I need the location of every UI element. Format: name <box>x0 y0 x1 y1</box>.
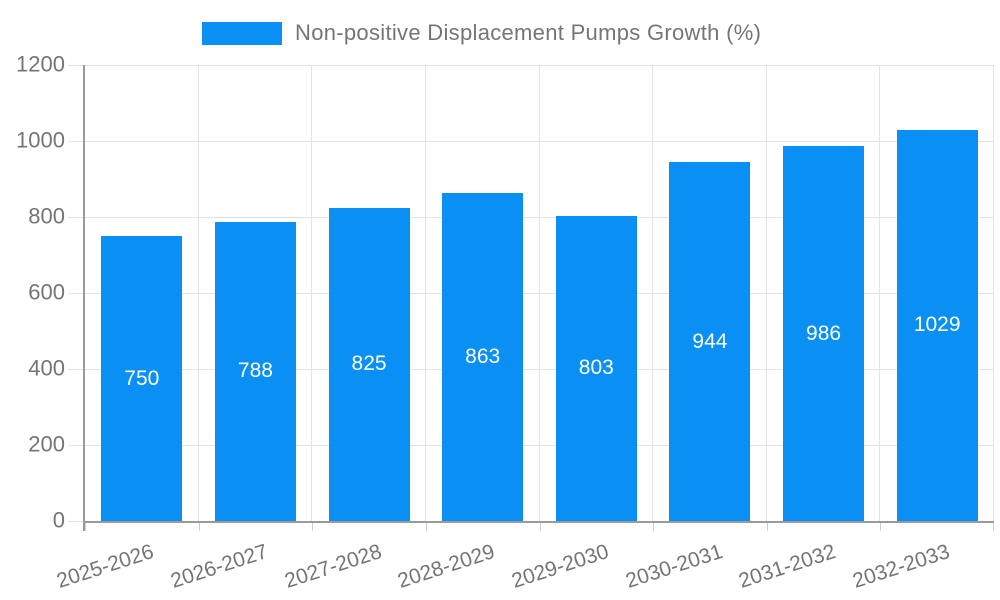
y-axis-tick-label: 0 <box>52 507 65 533</box>
x-axis-category-label: 2032-2033 <box>849 540 953 593</box>
gridline <box>85 293 994 294</box>
y-axis-tick <box>68 369 85 370</box>
x-axis-category-label: 2027-2028 <box>281 540 385 593</box>
y-axis-tick <box>68 141 85 142</box>
x-axis-tick <box>993 521 994 531</box>
gridline <box>85 369 994 370</box>
bar[interactable]: 1029 <box>896 129 978 521</box>
x-axis-tick <box>539 521 541 531</box>
x-axis-tick <box>653 521 655 531</box>
gridline <box>85 445 994 446</box>
x-axis-category-label: 2025-2026 <box>54 540 157 593</box>
gridline <box>311 65 313 521</box>
y-axis-tick-label: 800 <box>28 203 65 229</box>
y-axis-tick-label: 1200 <box>16 51 65 77</box>
y-axis-tick <box>68 65 85 66</box>
bar[interactable]: 986 <box>783 146 865 521</box>
x-axis-category-label: 2029-2030 <box>508 540 612 593</box>
gridline <box>197 65 199 521</box>
gridline <box>85 65 994 66</box>
x-axis-tick <box>880 521 882 531</box>
bar-value-label: 944 <box>692 329 728 353</box>
gridline <box>85 217 994 218</box>
bar-value-label: 1029 <box>913 313 961 337</box>
gridline <box>879 65 881 521</box>
bar[interactable]: 944 <box>669 162 751 521</box>
bar[interactable]: 825 <box>328 207 410 521</box>
bar[interactable]: 788 <box>214 221 296 521</box>
bar[interactable]: 803 <box>555 215 637 521</box>
y-axis-tick <box>68 293 85 294</box>
y-axis-tick-label: 200 <box>28 431 65 457</box>
bar[interactable]: 863 <box>442 193 524 521</box>
x-axis-category-label: 2030-2031 <box>622 540 726 593</box>
y-axis-tick-label: 600 <box>28 279 65 305</box>
x-axis-category-label: 2031-2032 <box>736 540 839 593</box>
bar-value-label: 750 <box>124 366 160 390</box>
x-axis-tick <box>312 521 314 531</box>
x-axis-category-label: 2026-2027 <box>167 540 271 593</box>
bar-value-label: 863 <box>465 345 501 369</box>
x-axis-line <box>85 521 994 523</box>
gridline <box>652 65 654 521</box>
y-axis-tick-label: 400 <box>28 355 65 381</box>
x-axis-category-label: 2028-2029 <box>395 540 498 593</box>
legend: Non-positive Displacement Pumps Growth (… <box>202 20 761 46</box>
gridline <box>538 65 540 521</box>
x-axis-tick <box>85 521 86 531</box>
x-axis-tick <box>425 521 427 531</box>
legend-swatch <box>202 21 282 45</box>
gridline <box>424 65 426 521</box>
bar-value-label: 986 <box>806 321 842 345</box>
bar-value-label: 825 <box>351 352 387 376</box>
bar[interactable]: 750 <box>101 236 183 521</box>
y-axis-line <box>83 65 85 531</box>
gridline <box>765 65 767 521</box>
y-axis-tick <box>68 445 85 446</box>
x-axis-tick <box>766 521 768 531</box>
bar-value-label: 803 <box>578 356 614 380</box>
gridline <box>993 65 994 521</box>
x-axis-tick <box>198 521 200 531</box>
gridline <box>85 141 994 142</box>
y-axis-tick <box>68 521 85 522</box>
y-axis-tick-label: 1000 <box>16 127 65 153</box>
y-axis-tick <box>68 217 85 218</box>
bar-value-label: 788 <box>237 359 273 383</box>
legend-label: Non-positive Displacement Pumps Growth (… <box>295 20 762 45</box>
plot-area: 0 200 400 600 800 1000 1200 750 2025-2026 788 2026… <box>16 51 994 593</box>
